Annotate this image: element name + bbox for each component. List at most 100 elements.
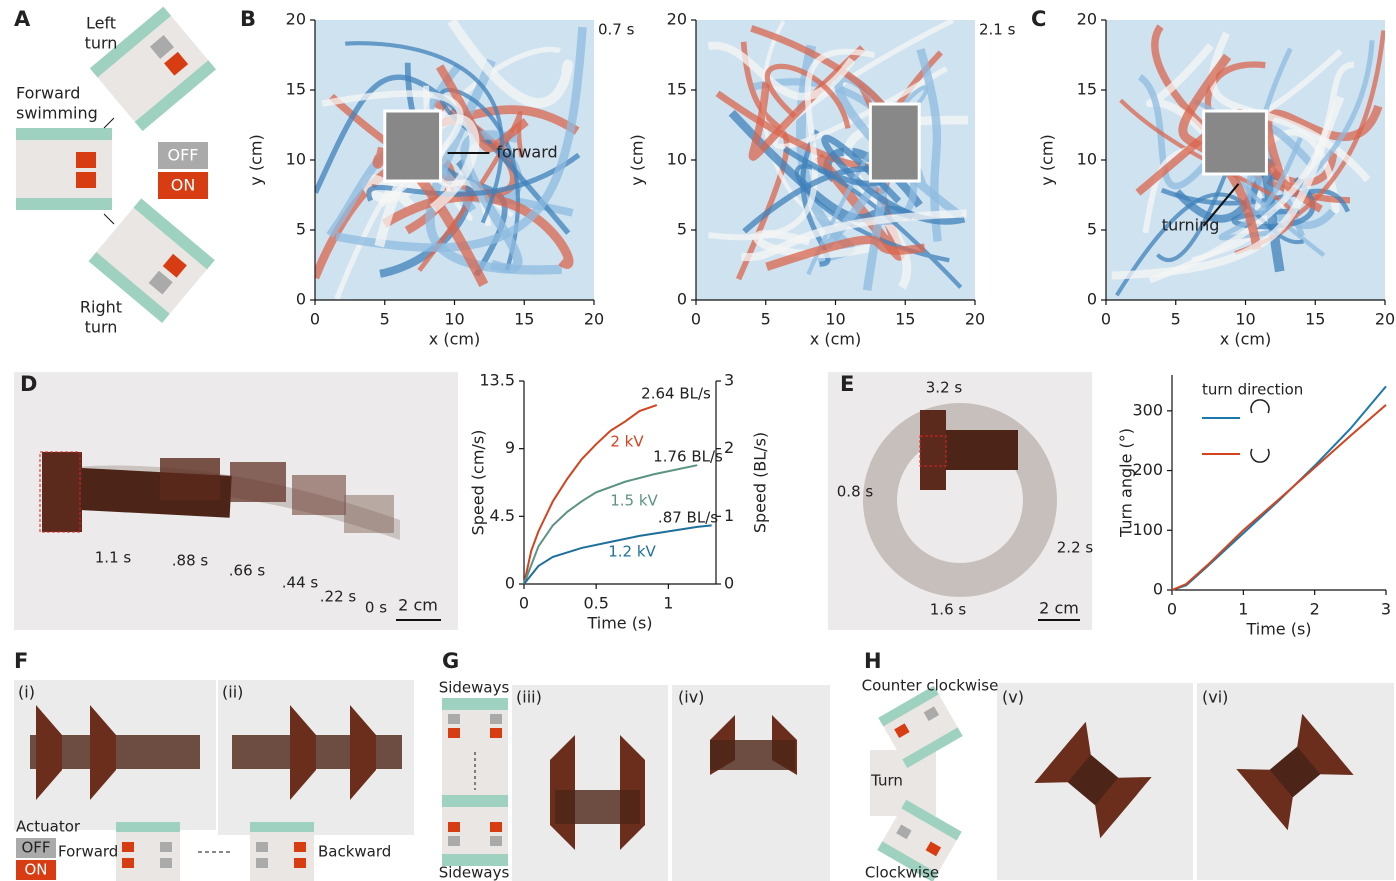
label: Backward xyxy=(318,843,391,861)
time-label: .88 s xyxy=(172,552,209,570)
y-tick-label: 10 xyxy=(1077,150,1097,169)
x-axis-label: x (cm) xyxy=(810,330,861,349)
label: Counter clockwise xyxy=(862,677,999,695)
view-label: (v) xyxy=(1002,688,1024,707)
y-tick-label: 0 xyxy=(505,574,515,593)
y-tick-label: 0 xyxy=(296,290,306,309)
series-label: 1.2 kV xyxy=(608,543,656,561)
label: Right xyxy=(80,298,122,317)
photos-h xyxy=(870,683,1394,881)
y-tick-label: 200 xyxy=(1132,460,1163,479)
view-label: (ii) xyxy=(222,683,243,702)
label: Forward xyxy=(58,843,118,861)
x-axis-label: Time (s) xyxy=(1245,620,1311,639)
scale-label: 2 cm xyxy=(1039,599,1079,618)
robot xyxy=(385,111,441,181)
y-tick-label: 100 xyxy=(1132,520,1163,539)
label: Actuator xyxy=(16,818,81,836)
x-tick-label: 20 xyxy=(965,310,985,329)
panel-letter: C xyxy=(1031,7,1046,31)
panel-letter: H xyxy=(864,649,882,673)
y-tick-label: 5 xyxy=(677,220,687,239)
time-label: .22 s xyxy=(320,588,357,606)
legend-title: turn direction xyxy=(1202,381,1303,399)
panel-letter: A xyxy=(14,7,31,31)
robot xyxy=(870,104,919,181)
view-label: (iv) xyxy=(678,688,704,707)
series-line xyxy=(1172,386,1386,590)
annotation: turning xyxy=(1162,215,1220,234)
y2-tick-label: 1 xyxy=(724,506,734,525)
y-axis-label: Speed (cm/s) xyxy=(469,430,488,536)
scale-label: 2 cm xyxy=(398,596,438,615)
y-tick-label: 5 xyxy=(1087,220,1097,239)
y-tick-label: 20 xyxy=(286,10,306,29)
label: OFF xyxy=(21,839,50,857)
panel-letter: D xyxy=(20,372,37,396)
x-axis-label: x (cm) xyxy=(429,330,480,349)
photo-d xyxy=(14,372,458,630)
label: Sideways xyxy=(439,864,510,881)
time-label: .66 s xyxy=(229,562,266,580)
x-tick-label: 10 xyxy=(1235,310,1255,329)
y-tick-label: 15 xyxy=(1077,80,1097,99)
y-axis-label: y (cm) xyxy=(628,134,647,185)
y2-tick-label: 0 xyxy=(724,574,734,593)
time-label: 0.8 s xyxy=(837,483,874,501)
x-tick-label: 0 xyxy=(519,594,529,613)
x-tick-label: 10 xyxy=(444,310,464,329)
annotation: forward xyxy=(496,143,557,162)
time-label: 0 s xyxy=(365,599,387,617)
y-tick-label: 0 xyxy=(1153,580,1163,599)
time-label: 2.2 s xyxy=(1057,539,1094,557)
photos-g xyxy=(442,685,830,881)
panel-letter: F xyxy=(14,649,28,673)
y-tick-label: 13.5 xyxy=(479,371,515,390)
x-tick-label: 20 xyxy=(584,310,604,329)
y-tick-label: 15 xyxy=(286,80,306,99)
photo-e xyxy=(828,372,1092,630)
y2-axis-label: Speed (BL/s) xyxy=(751,432,770,533)
y-axis-label: Turn angle (°) xyxy=(1117,428,1136,538)
end-label: 1.76 BL/s xyxy=(653,448,723,466)
x-tick-label: 0 xyxy=(1167,600,1177,619)
series-label: 2 kV xyxy=(610,433,644,451)
label: swimming xyxy=(16,104,98,123)
x-tick-label: 5 xyxy=(1171,310,1181,329)
time-label: 3.2 s xyxy=(926,379,963,397)
y-axis-label: y (cm) xyxy=(247,134,266,185)
panel-letter: E xyxy=(840,372,854,396)
label: ON xyxy=(24,861,47,879)
label: OFF xyxy=(168,146,199,165)
series-label: 1.5 kV xyxy=(610,492,658,510)
flow-field xyxy=(696,20,975,300)
figure: A Left turn Forward swimming Right turn … xyxy=(0,0,1396,881)
label: Left xyxy=(86,14,116,33)
y-tick-label: 20 xyxy=(1077,10,1097,29)
view-label: (iii) xyxy=(516,688,542,707)
x-tick-label: 15 xyxy=(514,310,534,329)
legend-icon xyxy=(1251,449,1269,462)
label: ON xyxy=(171,176,196,195)
schematic-a xyxy=(16,7,216,323)
panel-letter: G xyxy=(442,649,459,673)
panel-letter: B xyxy=(240,7,256,31)
y-axis-label: y (cm) xyxy=(1038,134,1057,185)
view-label: (vi) xyxy=(1202,688,1228,707)
x-tick-label: 15 xyxy=(1305,310,1325,329)
x-tick-label: 5 xyxy=(380,310,390,329)
x-tick-label: 5 xyxy=(761,310,771,329)
label: Clockwise xyxy=(865,864,939,881)
legend-icon xyxy=(1251,400,1269,413)
time-label: .44 s xyxy=(282,574,319,592)
x-tick-label: 20 xyxy=(1375,310,1395,329)
label: turn xyxy=(85,34,118,53)
x-tick-label: 1 xyxy=(663,594,673,613)
robot xyxy=(1204,111,1267,174)
x-axis-label: x (cm) xyxy=(1220,330,1271,349)
y-tick-label: 0 xyxy=(1087,290,1097,309)
x-tick-label: 0 xyxy=(1101,310,1111,329)
time-label: 0.7 s xyxy=(598,21,635,39)
label: Forward xyxy=(16,84,80,103)
y2-tick-label: 3 xyxy=(724,371,734,390)
